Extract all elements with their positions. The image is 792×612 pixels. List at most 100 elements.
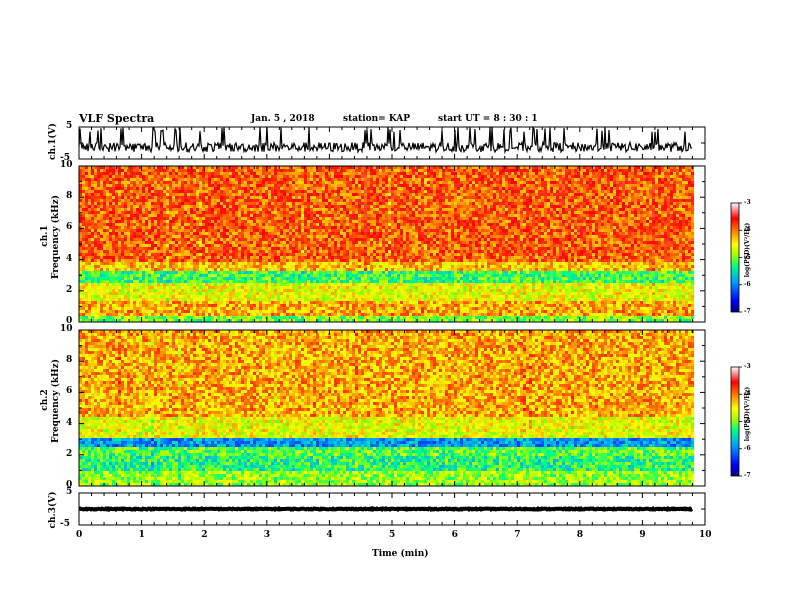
spectrogram-cell <box>310 316 313 319</box>
spectrogram-cell <box>130 220 133 223</box>
spectrogram-cell <box>202 280 205 283</box>
spectrogram-cell <box>217 247 220 250</box>
spectrogram-cell <box>106 259 109 262</box>
spectrogram-cell <box>358 205 361 208</box>
spectrogram-cell <box>202 274 205 277</box>
spectrogram-cell <box>91 304 94 307</box>
spectrogram-cell <box>328 217 331 220</box>
spectrogram-cell <box>166 304 169 307</box>
spectrogram-cell <box>361 274 364 277</box>
spectrogram-cell <box>358 181 361 184</box>
spectrogram-cell <box>295 196 298 199</box>
spectrogram-cell <box>361 313 364 316</box>
spectrogram-cell <box>205 301 208 304</box>
spectrogram-cell <box>199 187 202 190</box>
spectrogram-cell <box>154 250 157 253</box>
spectrogram-cell <box>283 271 286 274</box>
spectrogram-cell <box>286 301 289 304</box>
spectrogram-cell <box>334 244 337 247</box>
spectrogram-cell <box>145 268 148 271</box>
spectrogram-cell <box>286 289 289 292</box>
spectrogram-cell <box>304 262 307 265</box>
spectrogram-cell <box>283 229 286 232</box>
spectrogram-cell <box>97 256 100 259</box>
spectrogram-cell <box>274 232 277 235</box>
spectrogram-cell <box>172 250 175 253</box>
spectrogram-cell <box>163 232 166 235</box>
spectrogram-cell <box>169 295 172 298</box>
spectrogram-cell <box>226 181 229 184</box>
spectrogram-cell <box>316 265 319 268</box>
spectrogram-cell <box>229 226 232 229</box>
spectrogram-cell <box>352 211 355 214</box>
spectrogram-cell <box>304 250 307 253</box>
spectrogram-cell <box>109 253 112 256</box>
spectrogram-cell <box>100 169 103 172</box>
spectrogram-cell <box>292 190 295 193</box>
spectrogram-cell <box>340 247 343 250</box>
spectrogram-cell <box>307 274 310 277</box>
spectrogram-cell <box>118 313 121 316</box>
spectrogram-cell <box>313 184 316 187</box>
spectrogram-cell <box>292 232 295 235</box>
spectrogram-cell <box>301 220 304 223</box>
spectrogram-cell <box>310 247 313 250</box>
spectrogram-cell <box>328 268 331 271</box>
spectrogram-cell <box>358 244 361 247</box>
spectrogram-cell <box>148 256 151 259</box>
spectrogram-cell <box>271 169 274 172</box>
spectrogram-cell <box>358 202 361 205</box>
spectrogram-cell <box>313 214 316 217</box>
spectrogram-cell <box>262 229 265 232</box>
spectrogram-cell <box>202 181 205 184</box>
spectrogram-cell <box>343 172 346 175</box>
spectrogram-cell <box>181 277 184 280</box>
spectrogram-cell <box>229 223 232 226</box>
spectrogram-cell <box>331 175 334 178</box>
spectrogram-cell <box>172 301 175 304</box>
spectrogram-cell <box>328 184 331 187</box>
spectrogram-cell <box>226 223 229 226</box>
spectrogram-cell <box>184 244 187 247</box>
spectrogram-cell <box>112 199 115 202</box>
spectrogram-cell <box>355 319 358 322</box>
spectrogram-cell <box>313 193 316 196</box>
spectrogram-cell <box>88 241 91 244</box>
spectrogram-cell <box>121 190 124 193</box>
spectrogram-cell <box>244 169 247 172</box>
spectrogram-cell <box>331 232 334 235</box>
spectrogram-cell <box>211 232 214 235</box>
spectrogram-cell <box>340 256 343 259</box>
spectrogram-cell <box>142 247 145 250</box>
spectrogram-cell <box>106 256 109 259</box>
spectrogram-cell <box>208 223 211 226</box>
spectrogram-cell <box>103 307 106 310</box>
spectrogram-cell <box>337 223 340 226</box>
spectrogram-cell <box>175 190 178 193</box>
spectrogram-cell <box>184 280 187 283</box>
spectrogram-cell <box>220 241 223 244</box>
spectrogram-cell <box>193 223 196 226</box>
spectrogram-cell <box>334 316 337 319</box>
spectrogram-cell <box>262 196 265 199</box>
spectrogram-cell <box>217 184 220 187</box>
spectrogram-cell <box>358 277 361 280</box>
spectrogram-cell <box>232 289 235 292</box>
spectrogram-cell <box>331 292 334 295</box>
spectrogram-cell <box>274 316 277 319</box>
spectrogram-cell <box>184 220 187 223</box>
spectrogram-cell <box>106 313 109 316</box>
spectrogram-cell <box>163 181 166 184</box>
spectrogram-cell <box>337 265 340 268</box>
spectrogram-cell <box>163 304 166 307</box>
spectrogram-cell <box>145 292 148 295</box>
spectrogram-cell <box>151 262 154 265</box>
spectrogram-cell <box>196 202 199 205</box>
spectrogram-cell <box>301 181 304 184</box>
spectrogram-cell <box>109 310 112 313</box>
spectrogram-cell <box>121 211 124 214</box>
spectrogram-cell <box>196 304 199 307</box>
spectrogram-cell <box>301 316 304 319</box>
spectrogram-cell <box>292 286 295 289</box>
spectrogram-cell <box>106 250 109 253</box>
